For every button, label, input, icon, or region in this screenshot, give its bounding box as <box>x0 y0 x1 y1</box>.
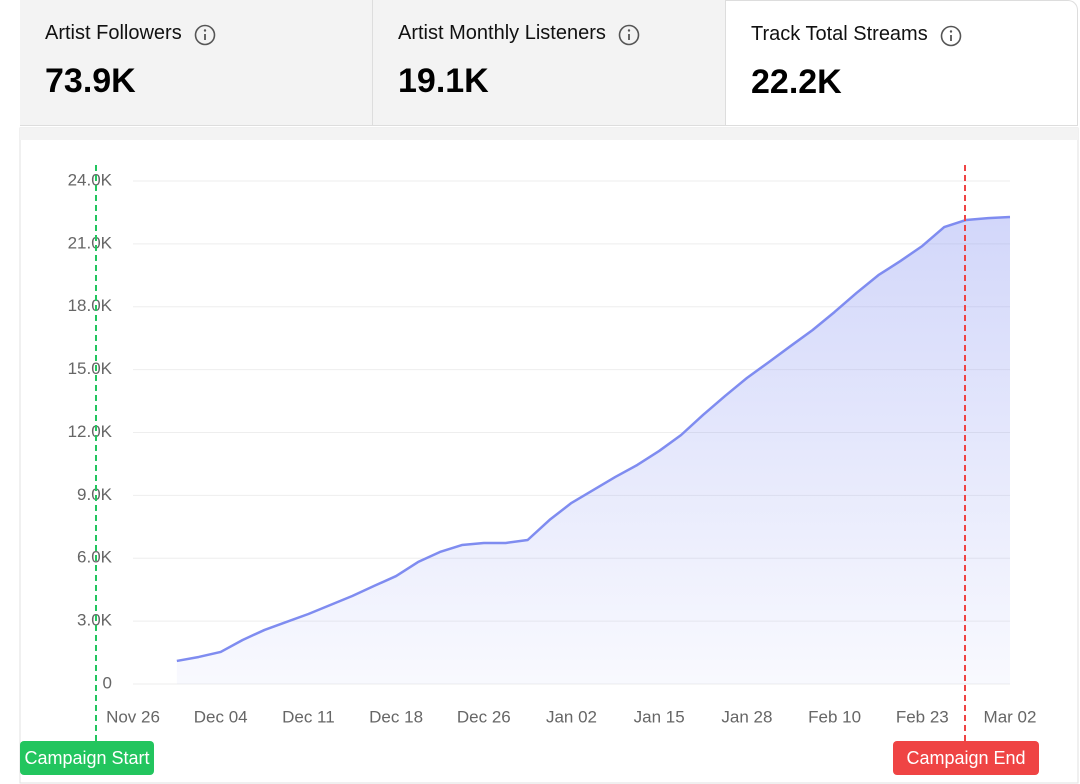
card-title: Track Total Streams <box>751 23 928 45</box>
x-tick-label: Dec 11 <box>282 707 335 726</box>
stat-card: Artist Monthly Listeners 19.1K <box>373 0 726 126</box>
annotation-badge <box>893 741 1039 775</box>
annotation-label: Campaign Start <box>24 748 149 768</box>
x-tick-label: Dec 04 <box>194 707 248 726</box>
y-tick-label: 6.0K <box>77 548 113 567</box>
x-tick-label: Mar 02 <box>984 707 1037 726</box>
y-tick-label: 18.0K <box>68 296 113 315</box>
x-tick-label: Dec 18 <box>369 707 423 726</box>
area <box>176 217 1011 684</box>
y-tick-label: 15.0K <box>68 359 113 378</box>
info-icon[interactable] <box>194 24 216 46</box>
stat-card: Artist Followers 73.9K <box>20 0 373 126</box>
card-value: 22.2K <box>751 63 842 101</box>
annotation-label: Campaign End <box>906 748 1025 768</box>
panel-band <box>20 128 1078 140</box>
x-tick-label: Feb 10 <box>808 707 861 726</box>
x-tick-label: Jan 02 <box>546 707 597 726</box>
y-tick-label: 24.0K <box>68 170 113 189</box>
card-value: 73.9K <box>45 62 136 100</box>
line <box>176 215 1011 663</box>
y-tick-label: 3.0K <box>77 611 113 630</box>
card-title: Artist Followers <box>45 22 182 44</box>
card-value: 19.1K <box>398 62 489 100</box>
annotation-badge <box>20 741 154 775</box>
info-icon[interactable] <box>940 25 962 47</box>
x-tick-label: Feb 23 <box>896 707 949 726</box>
x-tick-label: Nov 26 <box>106 707 160 726</box>
y-tick-label: 0 <box>103 673 112 692</box>
card-title: Artist Monthly Listeners <box>398 22 606 44</box>
y-tick-label: 12.0K <box>68 422 113 441</box>
x-tick-label: Dec 26 <box>457 707 511 726</box>
y-tick-label: 9.0K <box>77 485 113 504</box>
x-tick-label: Jan 15 <box>634 707 685 726</box>
info-icon[interactable] <box>618 24 640 46</box>
x-tick-label: Jan 28 <box>721 707 772 726</box>
y-tick-label: 21.0K <box>68 233 113 252</box>
stat-card: Track Total Streams 22.2K <box>726 0 1078 126</box>
